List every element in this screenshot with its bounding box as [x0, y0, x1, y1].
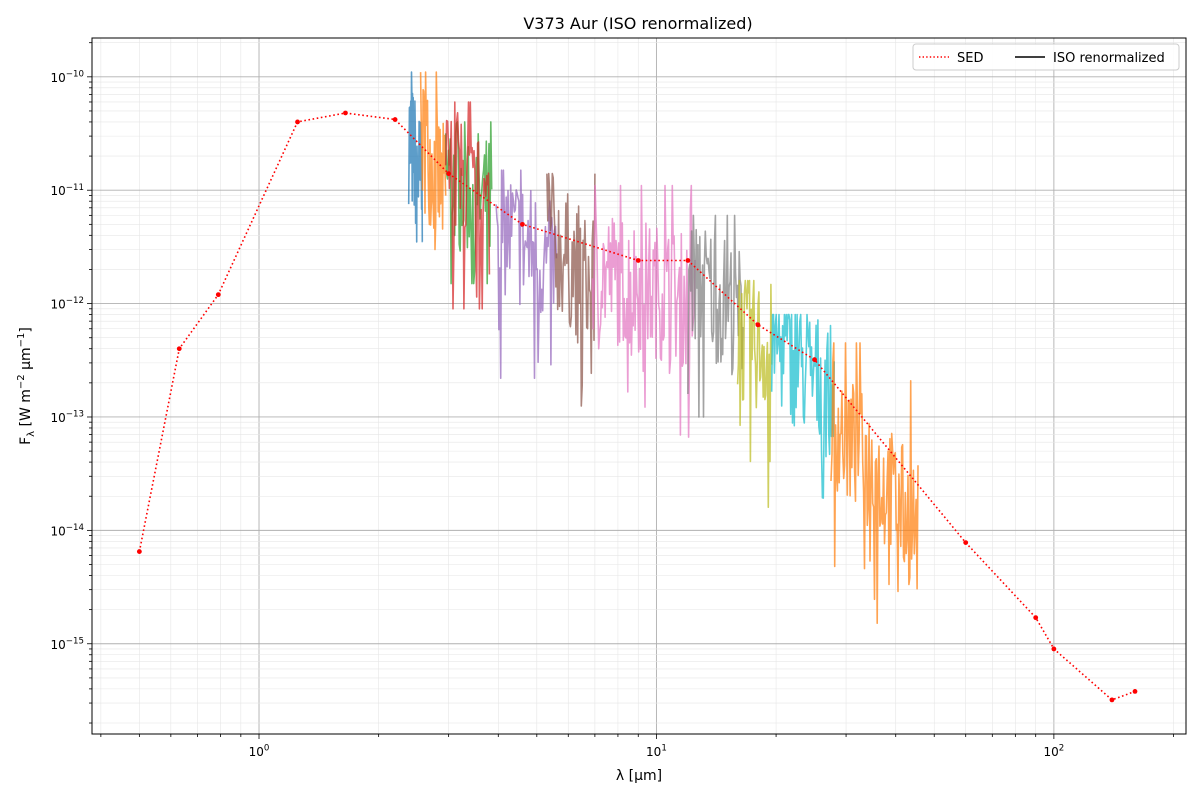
- y-tick-label: 10−10: [51, 69, 84, 84]
- sed-point: [295, 119, 300, 125]
- legend-box: [912, 43, 1180, 71]
- plot-frame: [91, 37, 1187, 735]
- sed-point: [685, 258, 691, 263]
- y-tick-label: 10−12: [51, 296, 84, 311]
- sed-point: [392, 117, 398, 122]
- iso-segment-line: [444, 101, 491, 310]
- sed-point: [215, 292, 221, 298]
- y-tick-label: 10−15: [51, 636, 84, 651]
- iso-segment-3: [444, 121, 493, 285]
- y-tick-label: 10−14: [51, 523, 84, 538]
- iso-segment-11: [830, 342, 919, 625]
- iso-segment-line: [736, 279, 773, 509]
- sed-point: [1132, 689, 1138, 694]
- sed-point: [176, 346, 182, 352]
- iso-segment-line: [591, 184, 696, 438]
- iso-segment-line: [770, 313, 835, 499]
- sed-point: [520, 221, 525, 227]
- iso-segment-9: [736, 279, 773, 509]
- sed-point: [812, 357, 817, 363]
- ticks: 100 101 102 10−15 10−14 10−13 10−12 10−11 10−10: [51, 42, 1174, 759]
- sed-point: [963, 540, 969, 546]
- series-layer: [136, 71, 1138, 703]
- x-tick-label: 100: [249, 744, 270, 759]
- x-axis-label: λ [μm]: [616, 768, 662, 784]
- sed-point: [136, 549, 142, 554]
- iso-segment-4: [444, 101, 491, 310]
- iso-segment-1: [407, 71, 424, 243]
- iso-segment-line: [419, 71, 447, 251]
- sed-point: [635, 258, 641, 263]
- y-tick-label: 10−13: [51, 410, 84, 425]
- legend: SED ISO renormalized: [912, 43, 1180, 71]
- iso-segment-2: [419, 71, 447, 251]
- chart-title: V373 Aur (ISO renormalized): [523, 14, 752, 33]
- legend-label-2: ISO renormalized: [1053, 51, 1165, 66]
- sed-point: [343, 110, 348, 116]
- iso-segment-line: [495, 169, 558, 380]
- sed-point: [1109, 697, 1115, 703]
- sed-point: [446, 171, 452, 177]
- x-tick-label: 102: [1043, 744, 1064, 759]
- sed-point: [1051, 646, 1057, 652]
- iso-segment-line: [444, 121, 493, 285]
- y-axis-label: Fλ [W m−2 μm−1]: [16, 327, 37, 445]
- legend-label-1: SED: [957, 51, 983, 66]
- iso-segment-line: [546, 172, 596, 407]
- y-tick-label: 10−11: [51, 183, 84, 198]
- grid: [92, 38, 1186, 734]
- iso-segment-7: [591, 184, 696, 438]
- iso-segment-10: [770, 313, 835, 499]
- iso-segment-8: [687, 214, 744, 418]
- sed-point: [755, 322, 761, 328]
- iso-segment-line: [830, 342, 919, 625]
- x-tick-label: 101: [646, 744, 667, 759]
- iso-segment-line: [687, 214, 744, 418]
- iso-segment-5: [495, 169, 558, 380]
- iso-segment-6: [546, 172, 596, 407]
- sed-point: [1033, 615, 1039, 621]
- iso-segment-line: [407, 71, 424, 243]
